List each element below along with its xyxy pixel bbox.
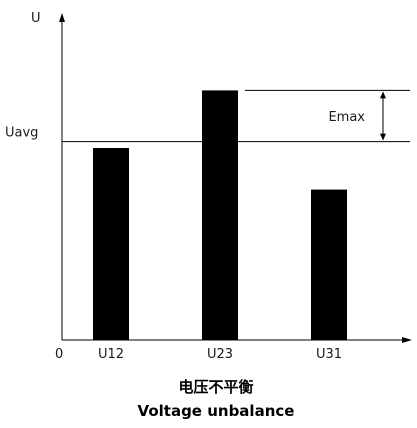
bar-u31 xyxy=(311,189,347,340)
bar-u23 xyxy=(202,90,238,341)
x-axis-arrow xyxy=(402,337,412,343)
caption-zh: 电压不平衡 xyxy=(178,378,253,396)
uavg-label: Uavg xyxy=(5,126,38,141)
y-axis-label: U xyxy=(31,11,41,26)
labels: U12 U23 U31 U 0 Uavg Emax 电压不平衡 Voltage unbalanc… xyxy=(5,11,365,420)
bar-u12 xyxy=(93,148,129,340)
emax-arrow-head-up xyxy=(380,91,386,99)
bars xyxy=(93,90,347,341)
origin-label: 0 xyxy=(55,347,63,362)
emax-arrow-head-down xyxy=(380,133,386,141)
emax-label: Emax xyxy=(328,110,365,125)
y-axis-arrow xyxy=(59,13,65,22)
x-tick-label-u31: U31 xyxy=(316,347,342,362)
caption-en: Voltage unbalance xyxy=(138,402,295,420)
reference-overlay xyxy=(62,89,410,143)
x-tick-label-u23: U23 xyxy=(207,347,233,362)
x-tick-label-u12: U12 xyxy=(98,347,124,362)
